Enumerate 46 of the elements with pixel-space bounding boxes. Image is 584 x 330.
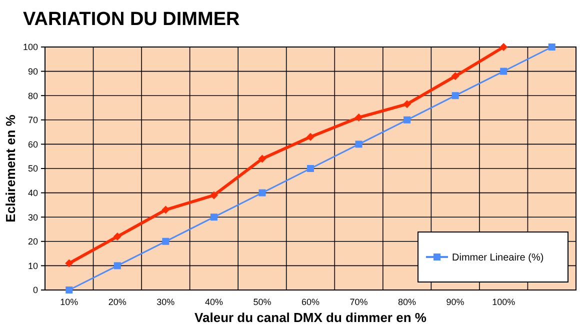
x-tick-label: 10% bbox=[60, 297, 78, 307]
point bbox=[451, 72, 460, 80]
x-tick-label: 40% bbox=[204, 297, 223, 307]
legend-label: Dimmer Lineaire (%) bbox=[452, 252, 544, 264]
y-tick-label: 100 bbox=[22, 42, 38, 52]
point bbox=[403, 100, 412, 108]
point bbox=[548, 44, 556, 50]
y-tick-label: 20 bbox=[28, 236, 38, 247]
x-tick-label: 30% bbox=[156, 297, 175, 307]
point bbox=[404, 116, 411, 124]
point bbox=[355, 140, 362, 148]
y-tick-label: 40 bbox=[28, 188, 38, 198]
y-tick-label: 10 bbox=[28, 260, 38, 271]
point bbox=[162, 238, 170, 245]
point bbox=[258, 154, 266, 163]
point bbox=[354, 113, 363, 122]
point bbox=[500, 68, 508, 75]
x-tick-label: 80% bbox=[398, 297, 416, 307]
x-tick-label: 50% bbox=[253, 297, 272, 307]
point bbox=[113, 232, 122, 241]
point bbox=[66, 286, 73, 294]
x-tick-label: 60% bbox=[301, 297, 320, 307]
y-tick-label: 70 bbox=[28, 115, 38, 126]
point bbox=[306, 132, 314, 141]
y-tick-label: 60 bbox=[28, 139, 38, 150]
point bbox=[307, 165, 314, 172]
point bbox=[162, 206, 170, 214]
y-tick-label: 80 bbox=[28, 90, 38, 101]
y-tick-label: 0 bbox=[32, 285, 38, 296]
y-tick-label: 30 bbox=[28, 212, 38, 222]
point bbox=[65, 259, 74, 268]
point bbox=[114, 262, 121, 270]
point bbox=[258, 189, 266, 196]
x-tick-label: 100% bbox=[492, 297, 516, 307]
x-axis-title: Valeur du canal DMX du dimmer en % bbox=[194, 310, 427, 325]
point bbox=[210, 214, 218, 221]
point bbox=[210, 191, 218, 200]
x-tick-label: 20% bbox=[108, 297, 126, 307]
x-tick-label: 90% bbox=[446, 297, 464, 307]
point bbox=[500, 43, 508, 51]
y-axis-title: Eclairement en % bbox=[3, 114, 18, 222]
x-tick-label: 70% bbox=[350, 297, 368, 307]
y-tick-label: 50 bbox=[28, 164, 38, 174]
chart-title: VARIATION DU DIMMER bbox=[23, 9, 240, 30]
point bbox=[452, 92, 459, 100]
y-tick-label: 90 bbox=[28, 66, 38, 76]
